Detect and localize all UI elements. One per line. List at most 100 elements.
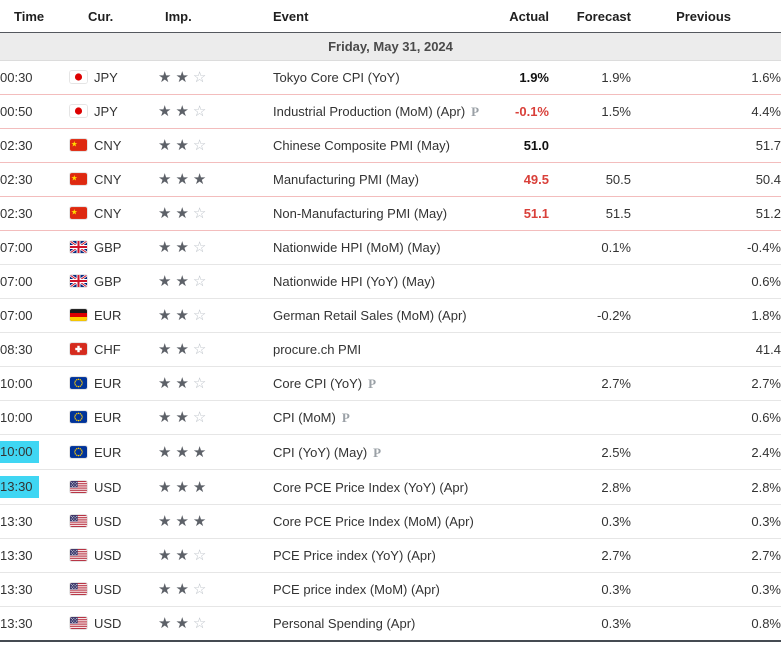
event-cell: PCE Price index (YoY) (Apr)	[273, 538, 485, 573]
svg-text:★: ★	[71, 140, 78, 149]
flag-gb-icon	[70, 241, 87, 253]
time-cell: 02:30	[0, 162, 70, 197]
event-link[interactable]: Core PCE Price Index (MoM) (Apr)	[273, 514, 474, 529]
event-link[interactable]: German Retail Sales (MoM) (Apr)	[273, 308, 467, 323]
event-row[interactable]: 02:30 ★ CNY ★ ★ ☆ Non-Manufacturing PMI (May) 5…	[0, 196, 781, 231]
svg-text:★: ★	[71, 174, 78, 183]
event-link[interactable]: CPI (YoY) (May)	[273, 444, 368, 460]
event-link[interactable]: Core PCE Price Index (YoY) (Apr)	[273, 479, 469, 495]
star-filled-icon: ★	[175, 239, 189, 256]
event-row[interactable]: 07:00 GBP ★ ★ ☆ Nationwide HPI (YoY) (May) 0.6…	[0, 264, 781, 299]
event-row[interactable]: 10:00 EUR ★ ★ ★ CPI (YoY) (May) P 2.5% 2.4%	[0, 434, 781, 470]
event-row[interactable]: 10:00 EUR ★ ★ ☆ CPI (MoM) P 0.6%	[0, 400, 781, 435]
event-link[interactable]: PCE price index (MoM) (Apr)	[273, 582, 440, 597]
previous-value: 0.8%	[631, 606, 781, 642]
star-filled-icon: ★	[175, 513, 189, 530]
time-label: 02:30	[0, 138, 33, 153]
event-cell: Chinese Composite PMI (May)	[273, 128, 485, 163]
event-cell: German Retail Sales (MoM) (Apr)	[273, 298, 485, 333]
star-empty-icon: ☆	[192, 137, 207, 154]
forecast-value	[549, 332, 631, 367]
time-cell: 02:30	[0, 128, 70, 163]
star-filled-icon: ★	[158, 443, 172, 461]
flag-ch-icon	[70, 343, 87, 355]
currency-cell: GBP	[70, 264, 158, 299]
event-row[interactable]: 08:30 CHF ★ ★ ☆ procure.ch PMI 41.4	[0, 332, 781, 367]
event-link[interactable]: Core CPI (YoY)	[273, 376, 363, 391]
date-label: Friday, May 31, 2024	[0, 32, 781, 61]
event-link[interactable]: Nationwide HPI (MoM) (May)	[273, 240, 441, 255]
event-row[interactable]: 13:30 USD ★ ★ ☆ PCE Price index (YoY) (Apr) 2.…	[0, 538, 781, 573]
event-row[interactable]: 13:30 USD ★ ★ ☆ Personal Spending (Apr) 0.3% 0.…	[0, 606, 781, 642]
event-row[interactable]: 13:30 USD ★ ★ ☆ PCE price index (MoM) (Apr) 0.…	[0, 572, 781, 607]
importance-cell: ★ ★ ☆	[158, 264, 273, 299]
actual-value: 51.0	[485, 128, 549, 163]
flag-de-icon	[70, 309, 87, 321]
forecast-value: 0.3%	[549, 572, 631, 607]
event-cell: Core PCE Price Index (YoY) (Apr)	[273, 469, 485, 505]
event-link[interactable]: Nationwide HPI (YoY) (May)	[273, 274, 436, 289]
event-row[interactable]: 07:00 EUR ★ ★ ☆ German Retail Sales (MoM) (Ap…	[0, 298, 781, 333]
time-cell: 00:30	[0, 60, 70, 95]
forecast-value: 50.5	[549, 162, 631, 197]
previous-value: 51.2	[631, 196, 781, 231]
calendar-header: Time Cur. Imp. Event Actual Forecast Pre…	[0, 0, 781, 33]
previous-value: 2.4%	[631, 434, 781, 470]
event-row[interactable]: 00:30 JPY ★ ★ ☆ Tokyo Core CPI (YoY) 1.9% 1.9% 1…	[0, 60, 781, 95]
forecast-value: 2.7%	[549, 366, 631, 401]
star-empty-icon: ☆	[192, 615, 207, 632]
star-filled-icon: ★	[175, 273, 189, 290]
forecast-value	[549, 264, 631, 299]
event-link[interactable]: Non-Manufacturing PMI (May)	[273, 206, 448, 221]
event-link[interactable]: Chinese Composite PMI (May)	[273, 138, 450, 153]
previous-value: 50.4	[631, 162, 781, 197]
star-empty-icon: ☆	[192, 341, 207, 358]
previous-value: 41.4	[631, 332, 781, 367]
star-filled-icon: ★	[158, 205, 172, 222]
forecast-value: 51.5	[549, 196, 631, 231]
currency-cell: ★ CNY	[70, 196, 158, 231]
event-row[interactable]: 13:30 USD ★ ★ ★ Core PCE Price Index (YoY) (A…	[0, 469, 781, 505]
col-header-forecast: Forecast	[549, 0, 631, 33]
event-link[interactable]: Personal Spending (Apr)	[273, 616, 416, 631]
event-link[interactable]: Tokyo Core CPI (YoY)	[273, 70, 400, 85]
forecast-value	[549, 128, 631, 163]
event-row[interactable]: 07:00 GBP ★ ★ ☆ Nationwide HPI (MoM) (May) 0.1…	[0, 230, 781, 265]
time-label: 10:00	[0, 410, 33, 425]
event-row[interactable]: 10:00 EUR ★ ★ ☆ Core CPI (YoY) P 2.7% 2.7%	[0, 366, 781, 401]
event-link[interactable]: CPI (MoM)	[273, 410, 336, 425]
importance-cell: ★ ★ ★	[158, 162, 273, 197]
event-link[interactable]: PCE Price index (YoY) (Apr)	[273, 548, 436, 563]
importance-cell: ★ ★ ☆	[158, 332, 273, 367]
event-cell: CPI (YoY) (May) P	[273, 434, 485, 470]
previous-value: 0.3%	[631, 504, 781, 539]
col-header-event: Event	[273, 0, 485, 33]
forecast-value: 1.5%	[549, 94, 631, 129]
event-row[interactable]: 02:30 ★ CNY ★ ★ ★ Manufacturing PMI (May) 49.5 5…	[0, 162, 781, 197]
event-row[interactable]: 02:30 ★ CNY ★ ★ ☆ Chinese Composite PMI (May) 5…	[0, 128, 781, 163]
previous-value: 1.6%	[631, 60, 781, 95]
star-empty-icon: ☆	[192, 103, 207, 120]
flag-us-icon	[70, 617, 87, 629]
event-link[interactable]: Industrial Production (MoM) (Apr)	[273, 104, 466, 119]
previous-value: 2.7%	[631, 366, 781, 401]
star-filled-icon: ★	[175, 375, 189, 392]
star-filled-icon: ★	[158, 478, 172, 496]
event-row[interactable]: 13:30 USD ★ ★ ★ Core PCE Price Index (MoM) (A…	[0, 504, 781, 539]
flag-eu-icon	[70, 411, 87, 423]
actual-value	[485, 469, 549, 505]
event-link[interactable]: Manufacturing PMI (May)	[273, 172, 419, 187]
event-cell: Core CPI (YoY) P	[273, 366, 485, 401]
preliminary-icon: P	[373, 444, 382, 460]
actual-value	[485, 230, 549, 265]
currency-code: GBP	[94, 240, 122, 255]
actual-value	[485, 434, 549, 470]
col-header-time: Time	[0, 0, 70, 33]
actual-value	[485, 606, 549, 642]
event-link[interactable]: procure.ch PMI	[273, 342, 362, 357]
forecast-value: 0.1%	[549, 230, 631, 265]
previous-value: 0.6%	[631, 264, 781, 299]
currency-cell: GBP	[70, 230, 158, 265]
previous-value: 1.8%	[631, 298, 781, 333]
event-row[interactable]: 00:50 JPY ★ ★ ☆ Industrial Production (MoM) (…	[0, 94, 781, 129]
